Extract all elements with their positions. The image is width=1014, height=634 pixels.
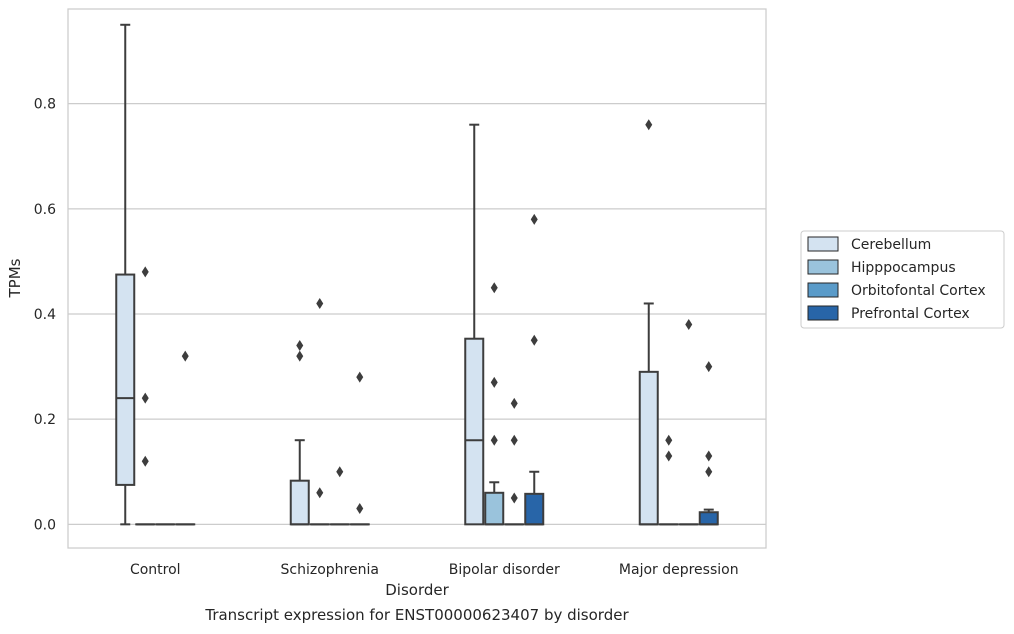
legend-label: Cerebellum <box>851 237 931 253</box>
x-tick-label: Schizophrenia <box>281 562 379 578</box>
box-body <box>115 273 136 486</box>
outlier-point <box>705 466 713 478</box>
outlier-point <box>530 334 538 346</box>
outlier-point <box>665 450 673 462</box>
outlier-point <box>645 119 653 131</box>
box-hipppocampus-1 <box>309 297 330 526</box>
y-tick-label: 0.4 <box>34 307 56 323</box>
box-body <box>289 479 310 526</box>
gridlines <box>68 103 766 525</box>
box-orbitofontal-cortex-3 <box>678 319 699 526</box>
y-tick-labels: 0.0 0.2 0.4 0.6 0.8 <box>34 97 56 534</box>
y-tick-label: 0.2 <box>34 412 56 428</box>
y-tick-label: 0.6 <box>34 202 56 218</box>
outlier-point <box>490 434 498 446</box>
x-tick-label: Major depression <box>619 562 739 578</box>
box-cerebellum-2 <box>464 123 485 526</box>
box-prefrontal-cortex-3 <box>698 361 719 526</box>
outlier-point <box>490 282 498 294</box>
outlier-point <box>296 350 304 362</box>
outlier-point <box>296 340 304 352</box>
legend-label: Orbitofontal Cortex <box>851 283 986 299</box>
legend-swatch <box>807 259 839 275</box>
outlier-point <box>356 371 364 383</box>
box-orbitofontal-cortex-2 <box>504 397 525 526</box>
box-cerebellum-1 <box>289 340 310 526</box>
legend-swatch <box>807 305 839 321</box>
outlier-point <box>510 434 518 446</box>
x-axis-label: Disorder <box>385 581 449 599</box>
outlier-point <box>141 392 149 404</box>
box-prefrontal-cortex-1 <box>349 371 370 526</box>
box-hipppocampus-2 <box>484 282 505 526</box>
box-elements <box>115 23 719 526</box>
outlier-point <box>490 376 498 388</box>
outlier-point <box>141 266 149 278</box>
x-tick-label: Control <box>130 562 181 578</box>
y-tick-label: 0.8 <box>34 97 56 113</box>
outlier-point <box>356 503 364 515</box>
box-body <box>524 492 545 526</box>
outlier-point <box>705 361 713 373</box>
box-body <box>638 370 659 526</box>
legend-swatch <box>807 236 839 252</box>
box-hipppocampus-0 <box>135 266 156 526</box>
outlier-point <box>510 492 518 504</box>
legend-label: Prefrontal Cortex <box>851 306 970 322</box>
box-prefrontal-cortex-2 <box>524 213 545 526</box>
box-cerebellum-0 <box>115 23 136 526</box>
outlier-point <box>705 450 713 462</box>
outlier-point <box>510 397 518 409</box>
outlier-point <box>141 455 149 467</box>
outlier-point <box>316 297 324 309</box>
legend-swatch <box>807 282 839 298</box>
outlier-point <box>181 350 189 362</box>
chart-caption: Transcript expression for ENST0000062340… <box>205 606 629 624</box>
box-hipppocampus-3 <box>658 434 679 526</box>
x-tick-label: Bipolar disorder <box>449 562 560 578</box>
y-axis-label: TPMs <box>6 258 24 298</box>
outlier-point <box>530 213 538 225</box>
x-tick-labels: Control Schizophrenia Bipolar disorder Majo… <box>130 562 739 578</box>
box-body <box>464 337 485 526</box>
box-orbitofontal-cortex-1 <box>329 466 350 526</box>
legend-label: Hipppocampus <box>851 260 956 276</box>
box-body <box>484 491 505 526</box>
box-cerebellum-3 <box>638 119 659 526</box>
outlier-point <box>665 434 673 446</box>
plot-area-frame <box>67 8 767 549</box>
y-tick-label: 0.0 <box>34 517 56 533</box>
legend-frame <box>800 230 1005 329</box>
legend: Cerebellum Hipppocampus Orbitofontal Corte… <box>800 230 1005 329</box>
outlier-point <box>685 319 693 331</box>
box-prefrontal-cortex-0 <box>175 350 196 526</box>
box-body <box>698 511 719 526</box>
outlier-point <box>316 487 324 499</box>
outlier-point <box>336 466 344 478</box>
